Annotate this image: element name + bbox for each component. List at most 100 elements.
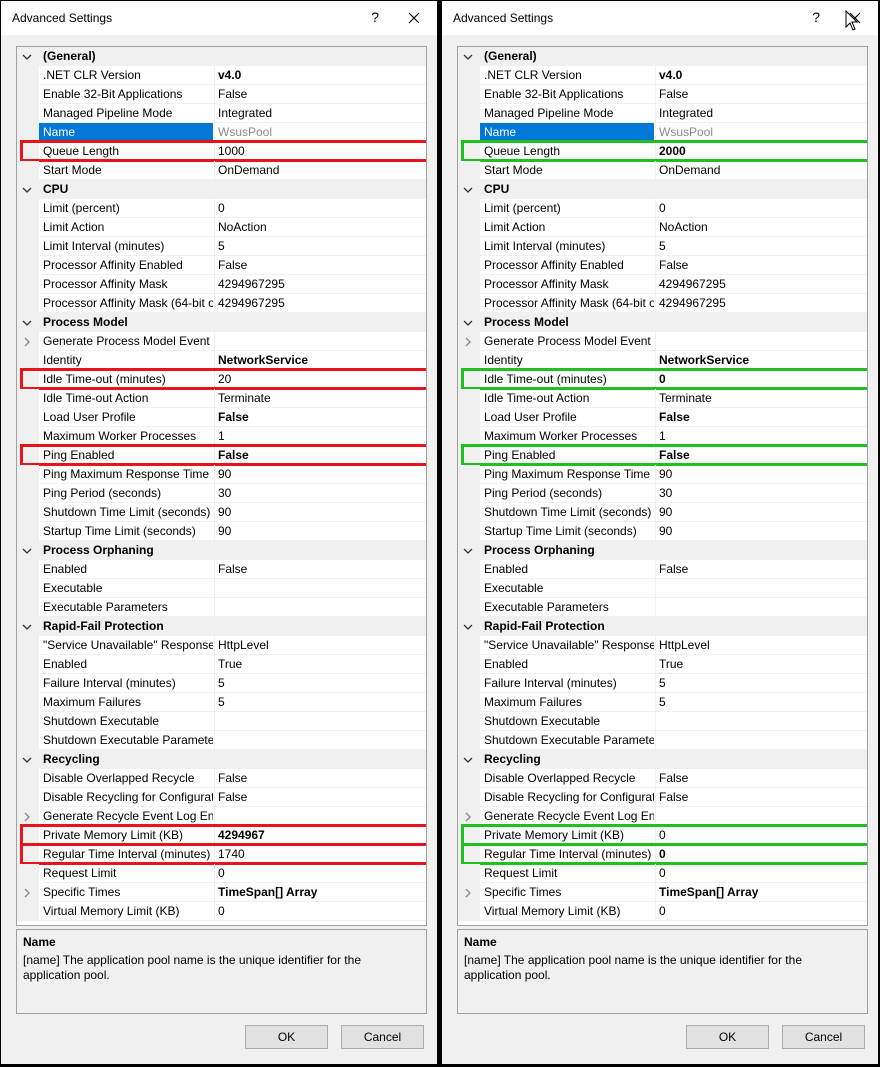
property-value[interactable]: 4294967295 xyxy=(214,294,426,313)
chevron-down-icon[interactable] xyxy=(463,52,473,62)
property-row[interactable]: Ping Maximum Response Time (90 xyxy=(17,465,426,484)
property-row[interactable]: Processor Affinity Mask 4294967295 xyxy=(458,275,867,294)
property-row[interactable]: Request Limit 0 xyxy=(458,864,867,883)
property-value[interactable]: 0 xyxy=(214,902,426,921)
property-value[interactable]: 5 xyxy=(214,674,426,693)
property-row[interactable]: Specific Times TimeSpan[] Array xyxy=(17,883,426,902)
property-row[interactable]: Enabled False xyxy=(17,560,426,579)
property-row[interactable]: Executable xyxy=(17,579,426,598)
property-row[interactable]: Idle Time-out Action Terminate xyxy=(17,389,426,408)
property-value[interactable]: False xyxy=(655,560,867,579)
property-row[interactable]: Private Memory Limit (KB) 0 xyxy=(458,826,867,845)
ok-button[interactable]: OK xyxy=(245,1025,328,1049)
property-value[interactable]: False xyxy=(655,788,867,807)
category-row[interactable]: Process Orphaning xyxy=(458,541,867,560)
property-value[interactable]: False xyxy=(655,85,867,104)
property-row[interactable]: Managed Pipeline Mode Integrated xyxy=(17,104,426,123)
property-row[interactable]: Shutdown Time Limit (seconds) 90 xyxy=(17,503,426,522)
property-row[interactable]: Disable Recycling for Configurat False xyxy=(458,788,867,807)
property-value[interactable] xyxy=(214,807,426,826)
property-row[interactable]: Processor Affinity Mask (64-bit o 4294967… xyxy=(458,294,867,313)
property-row[interactable]: Shutdown Executable xyxy=(458,712,867,731)
property-value[interactable]: 1000 xyxy=(214,142,426,161)
property-value[interactable]: 5 xyxy=(655,237,867,256)
chevron-right-icon[interactable] xyxy=(463,812,473,822)
category-row[interactable]: Rapid-Fail Protection xyxy=(458,617,867,636)
property-value[interactable]: 0 xyxy=(214,199,426,218)
property-row[interactable]: "Service Unavailable" Response T HttpLeve… xyxy=(17,636,426,655)
property-value[interactable]: Integrated xyxy=(655,104,867,123)
property-value[interactable]: 90 xyxy=(655,503,867,522)
property-row[interactable]: Virtual Memory Limit (KB) 0 xyxy=(458,902,867,921)
ok-button[interactable]: OK xyxy=(686,1025,769,1049)
property-value[interactable]: 5 xyxy=(214,693,426,712)
category-row[interactable]: CPU xyxy=(17,180,426,199)
property-value[interactable]: 4294967295 xyxy=(214,275,426,294)
property-value[interactable]: 90 xyxy=(214,522,426,541)
property-row[interactable]: Limit Interval (minutes) 5 xyxy=(17,237,426,256)
property-row[interactable]: Disable Overlapped Recycle False xyxy=(17,769,426,788)
property-row[interactable]: Startup Time Limit (seconds) 90 xyxy=(17,522,426,541)
property-value[interactable] xyxy=(655,579,867,598)
property-row[interactable]: Disable Overlapped Recycle False xyxy=(458,769,867,788)
property-value[interactable]: 90 xyxy=(655,522,867,541)
property-row[interactable]: Disable Recycling for Configurat False xyxy=(17,788,426,807)
property-row[interactable]: Managed Pipeline Mode Integrated xyxy=(458,104,867,123)
property-value[interactable]: NoAction xyxy=(655,218,867,237)
property-value[interactable]: False xyxy=(655,256,867,275)
property-row[interactable]: Processor Affinity Mask 4294967295 xyxy=(17,275,426,294)
chevron-down-icon[interactable] xyxy=(22,622,32,632)
property-value[interactable]: Integrated xyxy=(214,104,426,123)
help-button[interactable]: ? xyxy=(371,9,379,25)
chevron-down-icon[interactable] xyxy=(463,755,473,765)
property-row[interactable]: .NET CLR Version v4.0 xyxy=(458,66,867,85)
property-row[interactable]: Ping Period (seconds) 30 xyxy=(458,484,867,503)
property-value[interactable]: v4.0 xyxy=(655,66,867,85)
category-row[interactable]: Process Model xyxy=(17,313,426,332)
property-value[interactable]: WsusPool xyxy=(655,123,867,142)
property-row[interactable]: Enable 32-Bit Applications False xyxy=(458,85,867,104)
property-value[interactable]: 0 xyxy=(214,864,426,883)
property-value[interactable]: 1740 xyxy=(214,845,426,864)
property-row[interactable]: Processor Affinity Mask (64-bit o 4294967… xyxy=(17,294,426,313)
property-row[interactable]: Generate Recycle Event Log Entr xyxy=(17,807,426,826)
property-value[interactable]: 1 xyxy=(655,427,867,446)
chevron-right-icon[interactable] xyxy=(463,888,473,898)
property-row[interactable]: Ping Enabled False xyxy=(17,446,426,465)
category-row[interactable]: Process Model xyxy=(458,313,867,332)
property-row[interactable]: Processor Affinity Enabled False xyxy=(17,256,426,275)
property-value[interactable]: OnDemand xyxy=(655,161,867,180)
category-row[interactable]: (General) xyxy=(17,47,426,66)
property-row[interactable]: Queue Length 1000 xyxy=(17,142,426,161)
property-row[interactable]: Generate Process Model Event L xyxy=(458,332,867,351)
property-row[interactable]: Maximum Worker Processes 1 xyxy=(458,427,867,446)
property-value[interactable]: 30 xyxy=(655,484,867,503)
property-value[interactable] xyxy=(655,807,867,826)
chevron-down-icon[interactable] xyxy=(22,755,32,765)
property-value[interactable] xyxy=(655,712,867,731)
property-grid[interactable]: (General) .NET CLR Version v4.0 Enable 32-B… xyxy=(457,46,868,926)
property-value[interactable] xyxy=(214,598,426,617)
cancel-button[interactable]: Cancel xyxy=(782,1025,865,1049)
chevron-right-icon[interactable] xyxy=(22,337,32,347)
property-row[interactable]: Idle Time-out Action Terminate xyxy=(458,389,867,408)
property-value[interactable]: False xyxy=(214,85,426,104)
property-row[interactable]: Ping Enabled False xyxy=(458,446,867,465)
category-row[interactable]: Recycling xyxy=(17,750,426,769)
property-value[interactable]: False xyxy=(214,560,426,579)
property-value[interactable]: True xyxy=(655,655,867,674)
property-value[interactable]: 0 xyxy=(655,845,867,864)
property-value[interactable]: NetworkService xyxy=(214,351,426,370)
property-value[interactable] xyxy=(214,712,426,731)
category-row[interactable]: Recycling xyxy=(458,750,867,769)
property-value[interactable] xyxy=(655,731,867,750)
property-value[interactable]: 4294967295 xyxy=(655,294,867,313)
property-row[interactable]: Limit (percent) 0 xyxy=(458,199,867,218)
property-row[interactable]: Shutdown Executable xyxy=(17,712,426,731)
property-value[interactable]: 5 xyxy=(655,693,867,712)
cancel-button[interactable]: Cancel xyxy=(341,1025,424,1049)
property-value[interactable] xyxy=(214,731,426,750)
chevron-down-icon[interactable] xyxy=(463,622,473,632)
property-row[interactable]: Identity NetworkService xyxy=(17,351,426,370)
property-value[interactable]: NetworkService xyxy=(655,351,867,370)
